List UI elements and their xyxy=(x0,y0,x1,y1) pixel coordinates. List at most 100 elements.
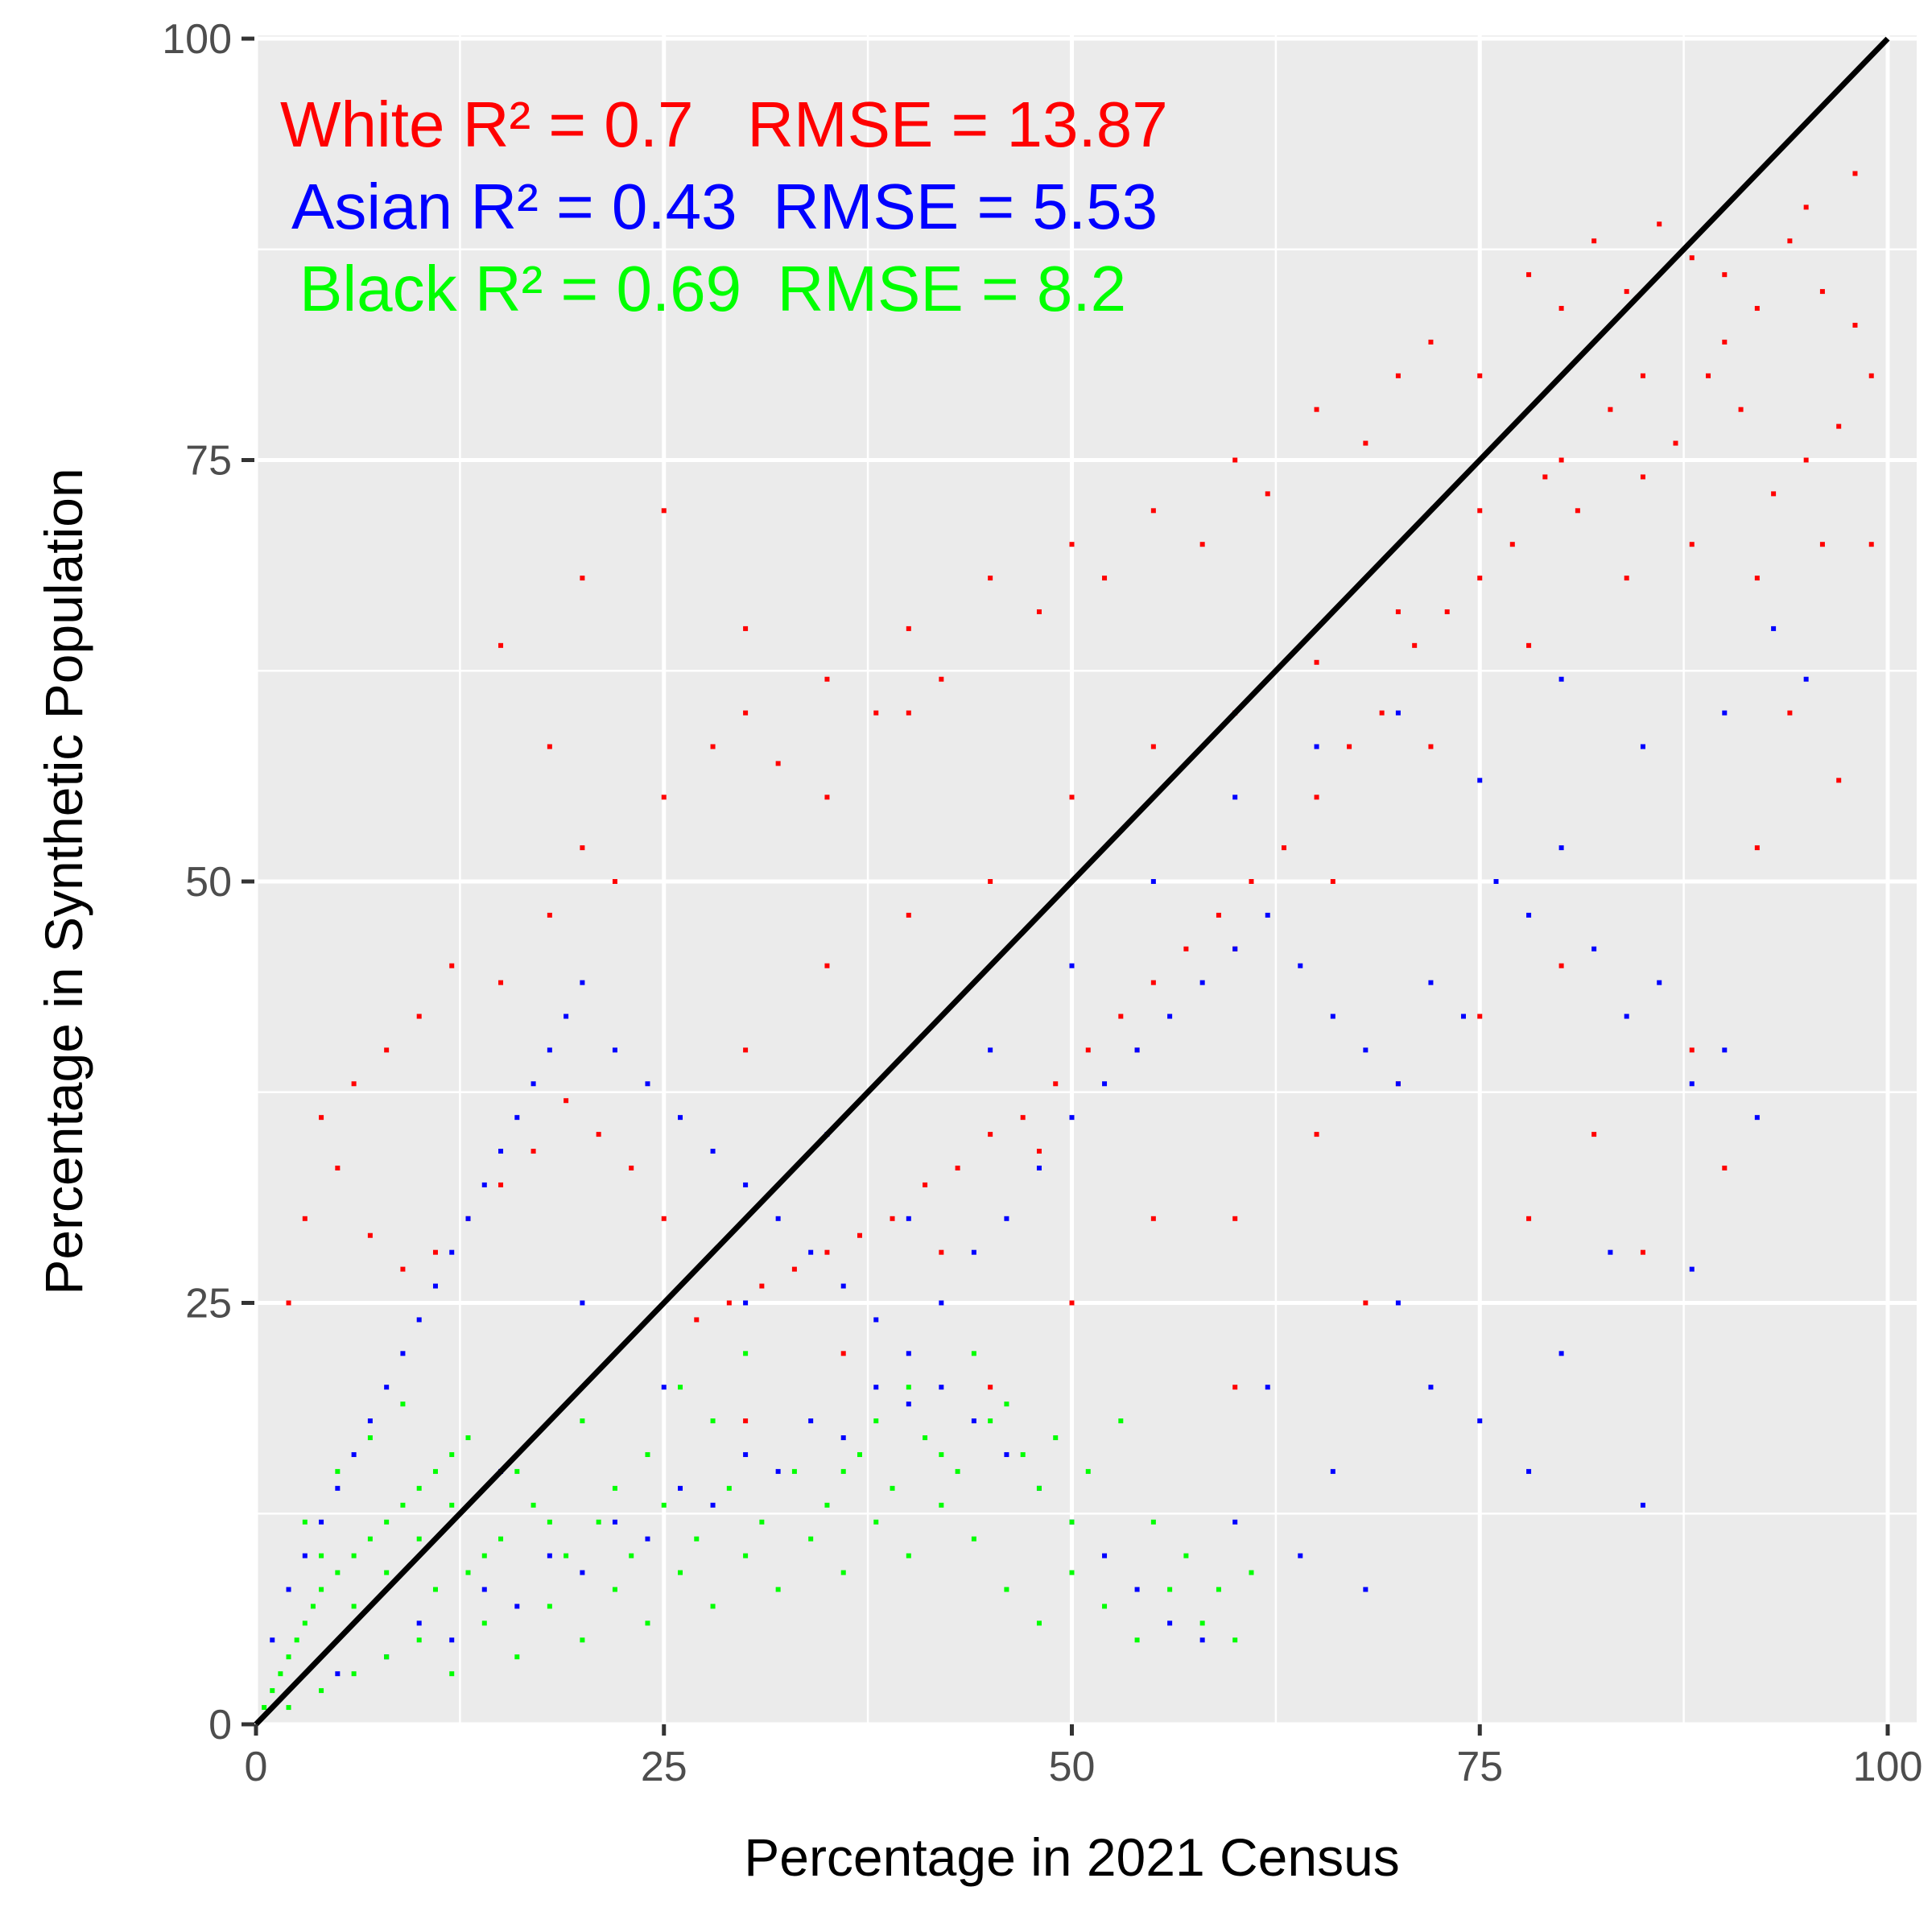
data-point xyxy=(857,1451,862,1457)
data-point xyxy=(1314,659,1319,665)
data-point xyxy=(678,1570,683,1575)
data-point xyxy=(1444,609,1450,614)
data-point xyxy=(857,1232,862,1238)
data-point xyxy=(1575,508,1580,514)
data-point xyxy=(547,1047,552,1053)
data-point xyxy=(1020,1451,1026,1457)
data-point xyxy=(1819,289,1825,295)
data-point xyxy=(1428,980,1434,985)
y-axis-title: Percentage in Synthetic Population xyxy=(34,468,93,1294)
y-tick-label: 50 xyxy=(185,859,232,906)
data-point xyxy=(498,642,504,648)
y-tick-label: 0 xyxy=(208,1702,232,1748)
data-point xyxy=(400,1266,406,1272)
fit-statistic-annotation: Black R² = 0.69 RMSE = 8.2 xyxy=(299,253,1126,324)
data-point xyxy=(449,1249,455,1255)
data-point xyxy=(1640,373,1645,378)
data-point xyxy=(481,1182,487,1187)
data-point xyxy=(1330,879,1335,884)
data-point xyxy=(286,1654,291,1660)
data-point xyxy=(678,1115,683,1121)
data-point xyxy=(955,1468,960,1474)
data-point xyxy=(1363,440,1368,446)
data-point xyxy=(988,576,993,581)
data-point xyxy=(873,1317,879,1323)
data-point xyxy=(775,761,781,766)
data-point xyxy=(971,1351,976,1356)
data-point xyxy=(791,1266,797,1272)
data-point xyxy=(1085,1047,1091,1053)
data-point xyxy=(262,1705,267,1711)
data-point xyxy=(1754,845,1760,851)
data-point xyxy=(530,1081,536,1087)
data-point xyxy=(1591,946,1597,952)
data-point xyxy=(498,1182,504,1187)
data-point xyxy=(1542,474,1548,480)
data-point xyxy=(1803,457,1809,463)
data-point xyxy=(1624,289,1629,295)
fit-statistic-annotation: White R² = 0.7 RMSE = 13.87 xyxy=(280,89,1168,160)
data-point xyxy=(710,1502,716,1508)
data-point xyxy=(1150,744,1156,749)
data-point xyxy=(1412,642,1418,648)
data-point xyxy=(1558,306,1564,312)
data-point xyxy=(824,1249,830,1255)
data-point xyxy=(743,1300,749,1306)
data-point xyxy=(1347,744,1352,749)
data-point xyxy=(612,1047,617,1053)
data-point xyxy=(319,1115,324,1121)
data-point xyxy=(1232,1216,1238,1221)
data-point xyxy=(1249,1570,1254,1575)
x-axis-title: Percentage in 2021 Census xyxy=(744,1827,1400,1887)
data-point xyxy=(1787,710,1793,716)
data-points xyxy=(262,171,1874,1711)
data-point xyxy=(743,1553,749,1558)
data-point xyxy=(1379,710,1385,716)
data-point xyxy=(1477,1013,1483,1019)
data-point xyxy=(808,1418,814,1424)
data-point xyxy=(416,1485,422,1491)
data-point xyxy=(596,1519,601,1525)
data-point xyxy=(1232,1519,1238,1525)
fit-statistic-annotation: Asian R² = 0.43 RMSE = 5.53 xyxy=(291,171,1158,242)
data-point xyxy=(335,1468,341,1474)
data-point xyxy=(465,1570,471,1575)
data-point xyxy=(1167,1620,1173,1626)
data-point xyxy=(449,963,455,968)
data-point xyxy=(808,1249,814,1255)
data-point xyxy=(1526,912,1532,918)
data-point xyxy=(1330,1013,1335,1019)
data-point xyxy=(1118,1418,1124,1424)
data-point xyxy=(988,1047,993,1053)
data-point xyxy=(1069,1570,1075,1575)
data-point xyxy=(1102,1553,1108,1558)
data-point xyxy=(890,1485,895,1491)
data-point xyxy=(1199,980,1205,985)
data-point xyxy=(1640,1249,1645,1255)
data-point xyxy=(1868,373,1874,378)
data-point xyxy=(1102,1081,1108,1087)
data-point xyxy=(775,1468,781,1474)
data-point xyxy=(1314,1132,1319,1137)
data-point xyxy=(1722,272,1728,278)
data-point xyxy=(1558,963,1564,968)
data-point xyxy=(1526,1216,1532,1221)
data-point xyxy=(1036,1620,1042,1626)
data-point xyxy=(1754,576,1760,581)
data-point xyxy=(294,1637,299,1643)
data-point xyxy=(351,1081,357,1087)
data-point xyxy=(629,1165,634,1170)
data-point xyxy=(678,1485,683,1491)
data-point xyxy=(743,1351,749,1356)
data-point xyxy=(743,1451,749,1457)
data-point xyxy=(1722,339,1728,345)
data-point xyxy=(1265,1385,1270,1390)
data-point xyxy=(335,1671,341,1677)
data-point xyxy=(547,1553,552,1558)
data-point xyxy=(645,1536,650,1542)
fit-statistics-annotations: White R² = 0.7 RMSE = 13.87 Asian R² = 0.… xyxy=(280,89,1168,324)
data-point xyxy=(1689,542,1695,547)
data-point xyxy=(1102,576,1108,581)
data-point xyxy=(384,1654,390,1660)
data-point xyxy=(1134,1047,1140,1053)
